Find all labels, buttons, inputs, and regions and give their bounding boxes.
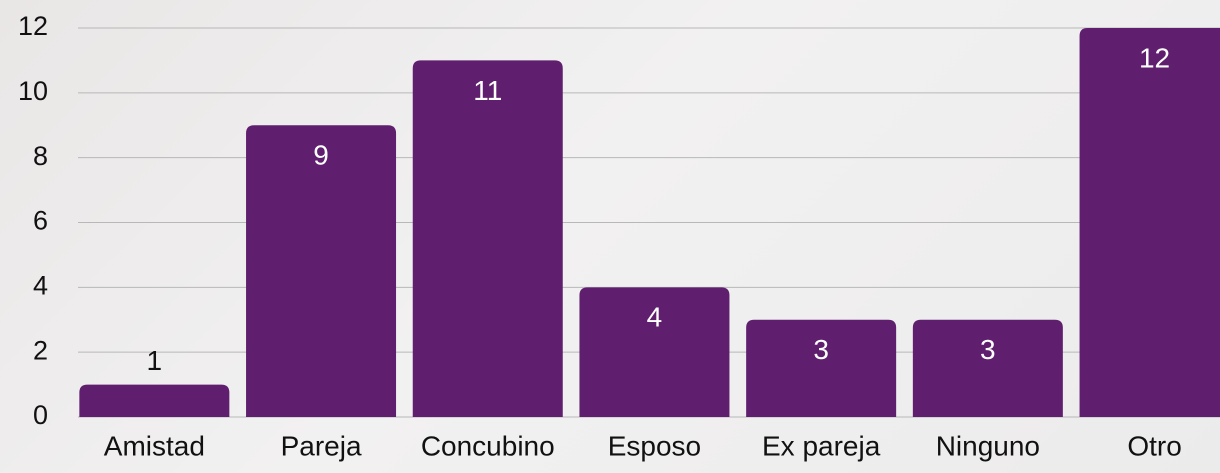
y-tick-label: 8 [33,141,48,171]
x-tick-label: Pareja [281,430,362,461]
y-tick-label: 0 [33,400,48,430]
value-label: 11 [473,75,502,106]
bar [912,319,1063,417]
bar [246,125,397,417]
y-tick-label: 10 [18,76,48,106]
y-tick-label: 12 [18,11,48,41]
x-tick-label: Esposo [608,430,701,461]
x-tick-label: Amistad [104,430,205,461]
y-tick-label: 2 [33,335,48,365]
x-tick-label: Concubino [421,430,555,461]
bar [579,287,730,417]
value-label: 3 [813,334,829,365]
x-tick-label: Ex pareja [762,430,881,461]
value-label: 1 [147,345,163,376]
y-tick-label: 6 [33,206,48,236]
bar [412,60,563,418]
x-tick-label: Otro [1127,430,1181,461]
y-tick-label: 4 [33,270,48,300]
bar [746,319,897,417]
value-label: 4 [647,302,663,333]
x-tick-label: Ninguno [936,430,1040,461]
value-label: 3 [980,334,996,365]
bar [79,384,230,417]
value-label: 9 [313,140,329,171]
bar [1079,28,1220,417]
value-label: 12 [1139,42,1170,73]
